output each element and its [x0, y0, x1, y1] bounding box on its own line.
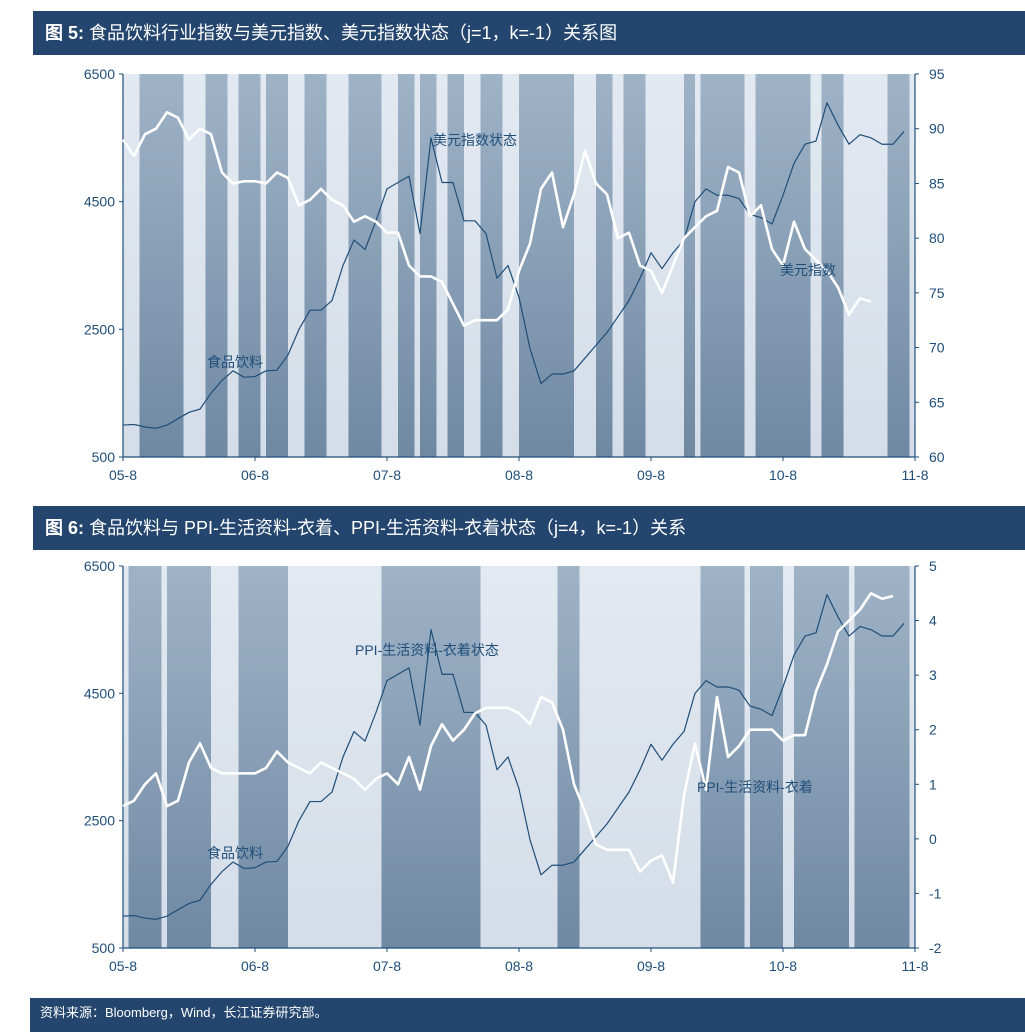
x-tick-label-0: 05-8	[109, 958, 137, 974]
right-tick-label-3: 80	[929, 230, 945, 246]
figure1-title-prefix: 图 5:	[45, 23, 85, 43]
right-tick-label-5: 0	[929, 831, 937, 847]
right-tick-label-2: 85	[929, 175, 945, 191]
series-annotation-1: 食品饮料	[207, 845, 263, 861]
right-tick-label-4: 1	[929, 776, 937, 792]
series-line-1	[121, 110, 872, 327]
right-tick-label-7: 60	[929, 449, 945, 465]
state-shade-region-12	[623, 74, 646, 457]
state-shade-region-7	[794, 566, 849, 948]
source-text: 资料来源：Bloomberg，Wind，长江证券研究部。	[40, 1005, 328, 1020]
x-tick-label-6: 11-8	[902, 958, 929, 974]
figure1-title: 图 5: 食品饮料行业指数与美元指数、美元指数状态（j=1，k=-1）关系图	[33, 11, 1025, 55]
left-tick-label-0: 6500	[84, 558, 115, 574]
left-tick-label-0: 6500	[84, 66, 115, 82]
x-tick-label-0: 05-8	[109, 467, 137, 483]
figure2-title-prefix: 图 6:	[45, 518, 85, 538]
state-shade-region-4	[304, 74, 327, 457]
x-tick-label-6: 11-8	[902, 467, 929, 483]
right-tick-label-4: 75	[929, 285, 945, 301]
left-tick-label-2: 2500	[84, 813, 115, 829]
state-shade-region-8	[447, 74, 464, 457]
source-footer: 资料来源：Bloomberg，Wind，长江证券研究部。	[30, 998, 1025, 1032]
left-tick-label-3: 500	[92, 449, 116, 465]
series-annotation-0: PPI-生活资料-衣着状态	[355, 642, 499, 658]
state-shade-region-5	[348, 74, 382, 457]
x-tick-label-4: 09-8	[637, 467, 665, 483]
state-shade-region-0	[139, 74, 184, 457]
right-tick-label-5: 70	[929, 340, 945, 356]
right-tick-label-7: -2	[929, 940, 942, 956]
x-tick-label-1: 06-8	[241, 958, 269, 974]
right-tick-label-1: 90	[929, 121, 945, 137]
figure2-title: 图 6: 食品饮料与 PPI-生活资料-衣着、PPI-生活资料-衣着状态（j=4…	[33, 506, 1025, 550]
state-shade-region-1	[167, 566, 211, 948]
x-tick-label-5: 10-8	[769, 958, 797, 974]
state-shade-region-17	[887, 74, 910, 457]
right-tick-label-6: -1	[929, 885, 942, 901]
right-tick-label-3: 2	[929, 722, 937, 738]
state-shade-region-16	[821, 74, 844, 457]
series-annotation-2: PPI-生活资料-衣着	[697, 779, 813, 795]
x-tick-label-5: 10-8	[769, 467, 797, 483]
state-shade-region-3	[381, 566, 481, 948]
chart-food-vs-dollar-index: 6500 4500 2500 500 95 90 85 80 75 70 65 60 05-8 06-8 0…	[84, 66, 945, 483]
state-shade-region-6	[750, 566, 783, 948]
x-tick-label-3: 08-8	[505, 467, 533, 483]
left-tick-label-3: 500	[92, 940, 116, 956]
state-shade-region-2	[238, 566, 288, 948]
series-annotation-0: 美元指数状态	[433, 132, 517, 148]
state-shade-region-14	[700, 74, 745, 457]
state-shade-region-13	[684, 74, 695, 457]
x-tick-label-4: 09-8	[637, 958, 665, 974]
x-tick-label-2: 07-8	[373, 467, 401, 483]
series-annotation-2: 美元指数	[780, 262, 836, 278]
series-annotation-1: 食品饮料	[207, 354, 263, 370]
state-shade-region-10	[519, 74, 574, 457]
right-tick-label-0: 95	[929, 66, 945, 82]
state-shade-region-1	[205, 74, 228, 457]
chart-food-vs-ppi-clothing: 6500 4500 2500 500 5 4 3 2 1 0 -1 -2 05-8 06-8 07-8 08-…	[84, 558, 942, 974]
left-tick-label-1: 4500	[84, 194, 115, 210]
state-shade-region-6	[398, 74, 415, 457]
left-tick-label-2: 2500	[84, 321, 115, 337]
series-line-0	[122, 102, 905, 429]
state-shade-region-9	[480, 74, 503, 457]
x-tick-label-2: 07-8	[373, 958, 401, 974]
series-line-1	[122, 591, 894, 884]
right-tick-label-0: 5	[929, 558, 937, 574]
state-shade-region-3	[266, 74, 288, 457]
left-tick-label-1: 4500	[84, 685, 115, 701]
right-tick-label-1: 4	[929, 613, 937, 629]
figure2-title-text: 食品饮料与 PPI-生活资料-衣着、PPI-生活资料-衣着状态（j=4，k=-1…	[89, 518, 687, 538]
state-shade-region-11	[596, 74, 613, 457]
right-tick-label-2: 3	[929, 667, 937, 683]
state-shade-region-7	[420, 74, 437, 457]
series-line-0	[122, 594, 905, 920]
x-tick-label-3: 08-8	[505, 958, 533, 974]
state-shade-region-2	[238, 74, 261, 457]
state-shade-region-5	[700, 566, 745, 948]
x-tick-label-1: 06-8	[241, 467, 269, 483]
state-shade-region-0	[128, 566, 162, 948]
state-shade-region-8	[854, 566, 910, 948]
figure1-title-text: 食品饮料行业指数与美元指数、美元指数状态（j=1，k=-1）关系图	[89, 23, 618, 43]
right-tick-label-6: 65	[929, 394, 945, 410]
